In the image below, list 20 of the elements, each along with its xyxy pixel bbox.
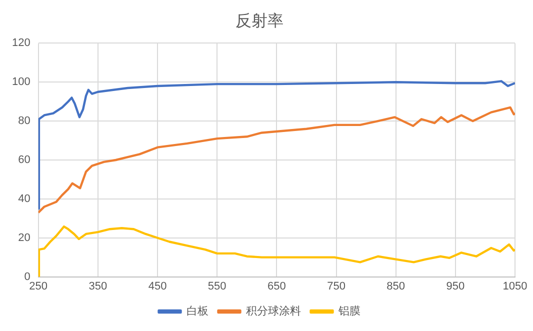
y-tick-label: 20 <box>18 232 30 244</box>
y-tick-label: 0 <box>24 270 30 283</box>
y-tick-label: 100 <box>12 76 30 88</box>
legend-label: 白板 <box>186 306 208 318</box>
legend-label: 积分球涂料 <box>246 304 301 318</box>
y-tick-label: 120 <box>12 37 30 50</box>
x-tick-label: 250 <box>29 280 48 292</box>
x-tick-label: 350 <box>88 280 108 292</box>
x-tick-label: 650 <box>267 280 286 292</box>
x-tick-label: 550 <box>208 280 226 292</box>
y-tick-label: 60 <box>18 154 30 166</box>
x-tick-label: 950 <box>446 280 465 292</box>
chart-title: 反射率 <box>236 12 284 30</box>
y-tick-label: 40 <box>18 192 30 205</box>
x-tick-label: 1050 <box>502 280 528 292</box>
x-tick-label: 850 <box>386 280 406 292</box>
x-tick-label: 450 <box>148 280 167 292</box>
legend-label: 铝膜 <box>337 306 360 318</box>
x-tick-label: 750 <box>327 280 346 292</box>
y-tick-label: 80 <box>18 115 30 128</box>
